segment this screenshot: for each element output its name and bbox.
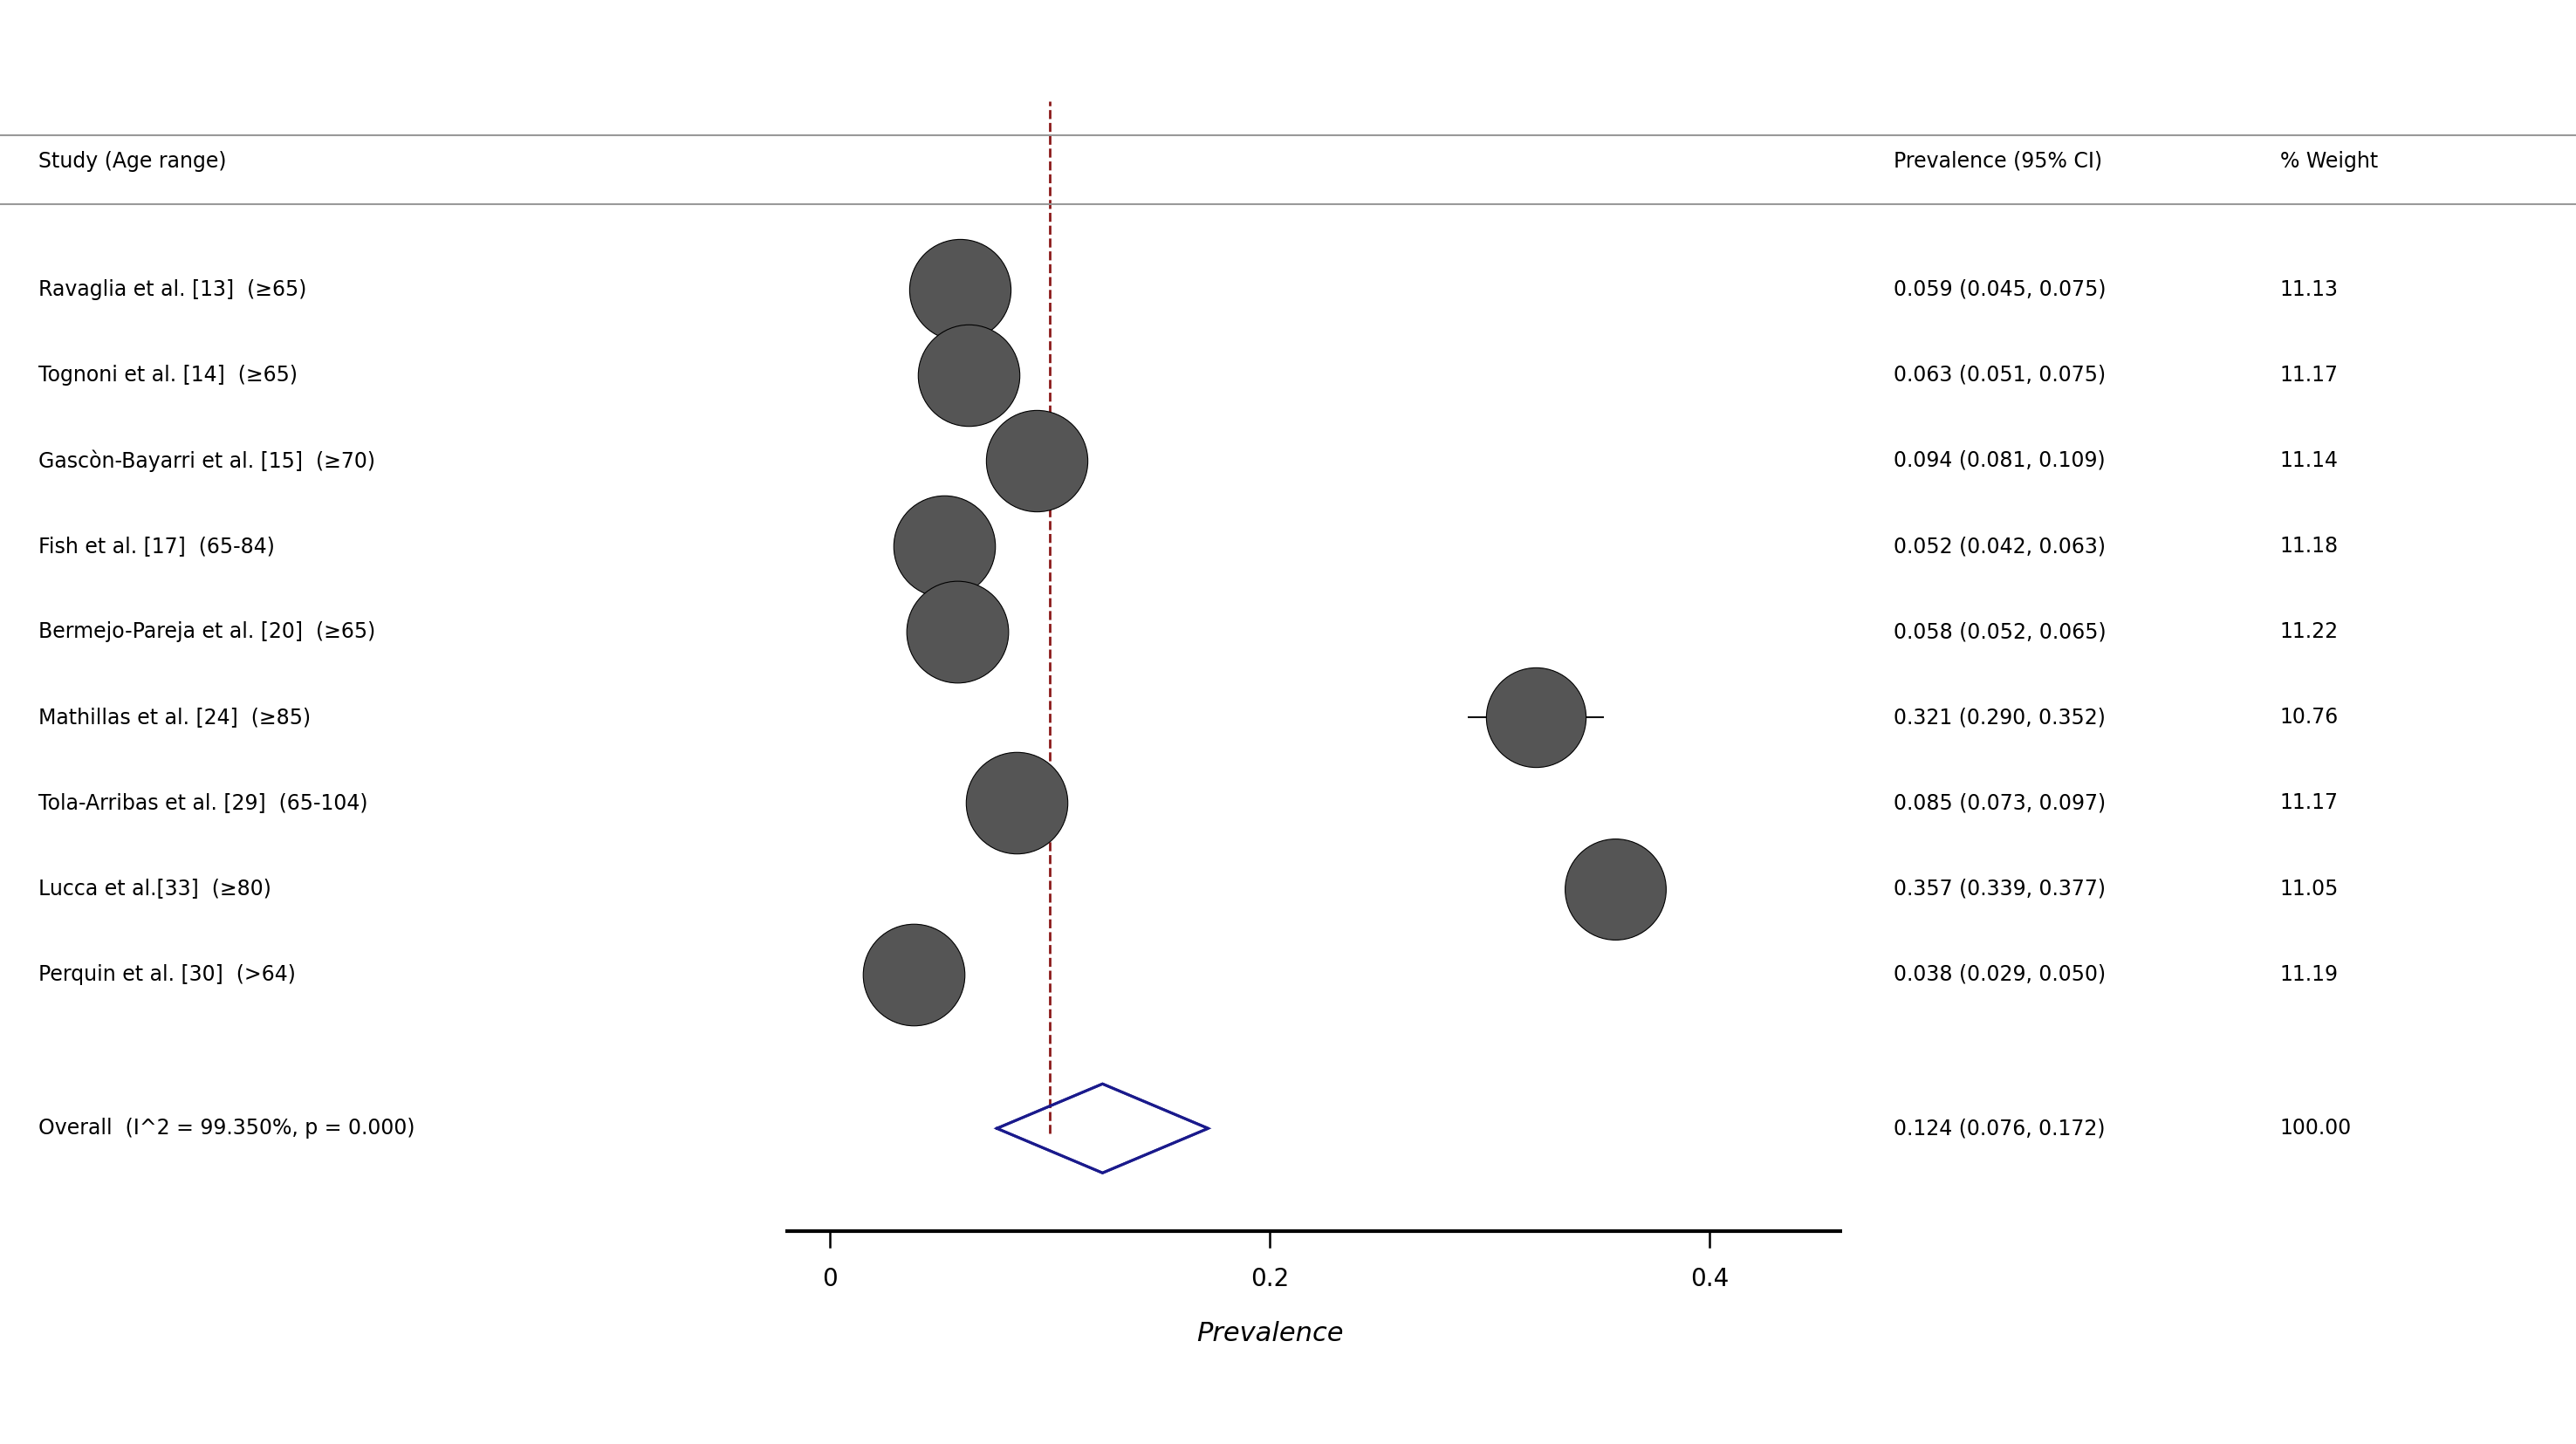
Text: Prevalence (95% CI): Prevalence (95% CI) bbox=[1893, 150, 2102, 172]
Text: Perquin et al. [30]  (>64): Perquin et al. [30] (>64) bbox=[39, 963, 296, 985]
Text: 0.063 (0.051, 0.075): 0.063 (0.051, 0.075) bbox=[1893, 364, 2105, 386]
Text: % Weight: % Weight bbox=[2280, 150, 2378, 172]
Text: 11.17: 11.17 bbox=[2280, 364, 2339, 386]
Text: 0.2: 0.2 bbox=[1249, 1266, 1288, 1291]
Text: Mathillas et al. [24]  (≥85): Mathillas et al. [24] (≥85) bbox=[39, 708, 312, 728]
Text: 0: 0 bbox=[822, 1266, 837, 1291]
Text: Tognoni et al. [14]  (≥65): Tognoni et al. [14] (≥65) bbox=[39, 364, 299, 386]
Text: Ravaglia et al. [13]  (≥65): Ravaglia et al. [13] (≥65) bbox=[39, 279, 307, 300]
Text: Tola-Arribas et al. [29]  (65-104): Tola-Arribas et al. [29] (65-104) bbox=[39, 793, 368, 813]
Text: Lucca et al.[33]  (≥80): Lucca et al.[33] (≥80) bbox=[39, 878, 270, 900]
Text: 0.038 (0.029, 0.050): 0.038 (0.029, 0.050) bbox=[1893, 963, 2105, 985]
Text: 11.17: 11.17 bbox=[2280, 793, 2339, 813]
Text: Bermejo-Pareja et al. [20]  (≥65): Bermejo-Pareja et al. [20] (≥65) bbox=[39, 621, 376, 643]
Text: Prevalence: Prevalence bbox=[1195, 1321, 1342, 1346]
Text: 11.22: 11.22 bbox=[2280, 621, 2339, 643]
Text: 11.19: 11.19 bbox=[2280, 963, 2339, 985]
Text: Overall  (I^2 = 99.350%, p = 0.000): Overall (I^2 = 99.350%, p = 0.000) bbox=[39, 1118, 415, 1139]
Text: Study (Age range): Study (Age range) bbox=[39, 150, 227, 172]
Text: 0.094 (0.081, 0.109): 0.094 (0.081, 0.109) bbox=[1893, 451, 2105, 471]
Text: Fish et al. [17]  (65-84): Fish et al. [17] (65-84) bbox=[39, 536, 276, 557]
Text: 11.18: 11.18 bbox=[2280, 536, 2339, 557]
Text: 0.4: 0.4 bbox=[1690, 1266, 1728, 1291]
Text: Gascòn-Bayarri et al. [15]  (≥70): Gascòn-Bayarri et al. [15] (≥70) bbox=[39, 449, 376, 472]
Text: 11.05: 11.05 bbox=[2280, 878, 2339, 900]
Text: 100.00: 100.00 bbox=[2280, 1118, 2352, 1139]
Text: 0.058 (0.052, 0.065): 0.058 (0.052, 0.065) bbox=[1893, 621, 2107, 643]
Text: 0.124 (0.076, 0.172): 0.124 (0.076, 0.172) bbox=[1893, 1118, 2105, 1139]
Text: 0.357 (0.339, 0.377): 0.357 (0.339, 0.377) bbox=[1893, 878, 2105, 900]
Text: 0.052 (0.042, 0.063): 0.052 (0.042, 0.063) bbox=[1893, 536, 2105, 557]
Text: 0.321 (0.290, 0.352): 0.321 (0.290, 0.352) bbox=[1893, 708, 2105, 728]
Text: 0.085 (0.073, 0.097): 0.085 (0.073, 0.097) bbox=[1893, 793, 2105, 813]
Text: 0.059 (0.045, 0.075): 0.059 (0.045, 0.075) bbox=[1893, 279, 2105, 300]
Text: 11.13: 11.13 bbox=[2280, 279, 2339, 300]
Text: 11.14: 11.14 bbox=[2280, 451, 2339, 471]
Text: 10.76: 10.76 bbox=[2280, 708, 2339, 728]
